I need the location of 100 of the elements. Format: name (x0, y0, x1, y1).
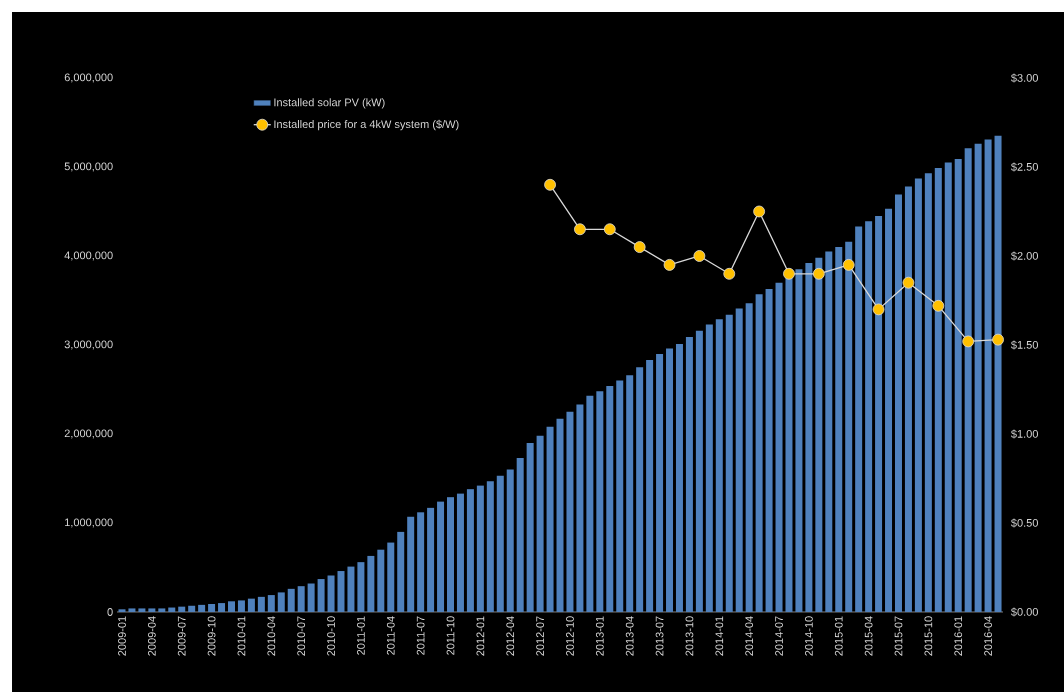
point (842, 258, 855, 271)
bar (447, 497, 455, 612)
bar (168, 607, 176, 612)
x-tick-label: 2014-10 (804, 616, 813, 656)
x-tick-label: 2014-07 (775, 616, 783, 656)
x-tick-label: 2011-01 (357, 616, 365, 655)
bar (506, 469, 514, 612)
bar (556, 418, 564, 612)
bar (138, 608, 146, 612)
x-tick-label: 2013-04 (625, 616, 634, 656)
bar (825, 251, 833, 612)
bar (715, 319, 723, 612)
point (574, 223, 586, 236)
point (753, 205, 766, 218)
point (872, 303, 885, 316)
bar (885, 208, 893, 612)
bar (257, 596, 265, 612)
y2-tick-label: $1.00 (1011, 429, 1038, 439)
bar (944, 162, 952, 612)
y-tick-label: 5,000,000 (64, 162, 113, 172)
y2-tick-label: $1.50 (1011, 340, 1038, 350)
bar (646, 360, 654, 612)
bar (118, 609, 126, 612)
bar (456, 493, 464, 612)
x-tick-label: 2012-10 (566, 616, 574, 656)
bar (227, 601, 235, 612)
bar (586, 395, 594, 612)
y-tick-label: 6,000,000 (64, 73, 113, 83)
x-tick-label: 2012-04 (506, 616, 515, 656)
bar (855, 226, 863, 612)
bar (397, 531, 405, 612)
x-tick-label: 2013-10 (685, 616, 694, 656)
y2-tick-label: $3.00 (1011, 73, 1038, 83)
x-tick-label: 2016-01 (954, 616, 963, 656)
bar (835, 247, 843, 612)
bar (546, 426, 554, 612)
bar (327, 575, 335, 612)
x-tick-label: 2011-07 (416, 616, 425, 655)
bar (725, 314, 733, 612)
bar (267, 595, 275, 612)
bar (875, 215, 883, 612)
bar (805, 263, 813, 612)
bar (656, 353, 664, 612)
bar (208, 603, 216, 612)
bar (536, 435, 544, 612)
x-tick-label: 2012-07 (536, 616, 544, 656)
bar (735, 308, 743, 612)
x-tick-label: 2015-01 (834, 616, 843, 656)
bar (606, 385, 614, 612)
bar (287, 588, 295, 612)
y-tick-label: 3,000,000 (64, 340, 113, 350)
x-tick-label: 2013-01 (595, 616, 604, 656)
bar (685, 336, 693, 612)
bar (845, 241, 853, 612)
bar (377, 549, 385, 612)
y-tick-label: 1,000,000 (65, 518, 113, 528)
x-tick-label: 2009-07 (177, 616, 186, 656)
bar (596, 391, 604, 612)
x-tick-label: 2010-01 (237, 616, 246, 656)
bar (247, 598, 255, 612)
bar (576, 404, 584, 612)
x-tick-label: 2010-04 (267, 616, 276, 656)
bar (964, 148, 972, 612)
bar (994, 135, 1002, 612)
point (663, 258, 676, 271)
point (992, 333, 1004, 346)
bar (198, 604, 206, 612)
bar (755, 294, 763, 612)
y-tick-label: 2,000,000 (64, 429, 113, 439)
bar (337, 571, 345, 612)
bar (765, 288, 773, 612)
bar (695, 330, 703, 612)
bar (148, 608, 156, 612)
bar (745, 303, 753, 612)
bar (526, 442, 534, 612)
bar (407, 516, 415, 612)
legend-label: Installed price for a 4kW system ($/W) (274, 119, 459, 131)
x-tick-label: 2015-07 (894, 616, 903, 656)
x-tick-label: 2015-10 (924, 616, 933, 656)
bar (367, 555, 375, 612)
bar (934, 167, 942, 612)
x-tick-label: 2009-10 (207, 616, 216, 656)
bar (317, 579, 325, 612)
bar (705, 324, 713, 612)
x-tick-label: 2011-04 (386, 616, 395, 655)
bar (427, 507, 435, 612)
y-tick-label: 0 (107, 608, 113, 616)
bar (566, 411, 574, 612)
bar (865, 221, 873, 612)
bar (307, 583, 315, 612)
bar (626, 375, 634, 612)
point (723, 267, 736, 280)
bar (437, 501, 445, 612)
bar (795, 269, 803, 612)
point (812, 267, 825, 280)
bar (954, 158, 962, 612)
bar (894, 194, 902, 612)
bar (387, 542, 395, 612)
bar (178, 606, 186, 612)
bar (616, 380, 624, 612)
